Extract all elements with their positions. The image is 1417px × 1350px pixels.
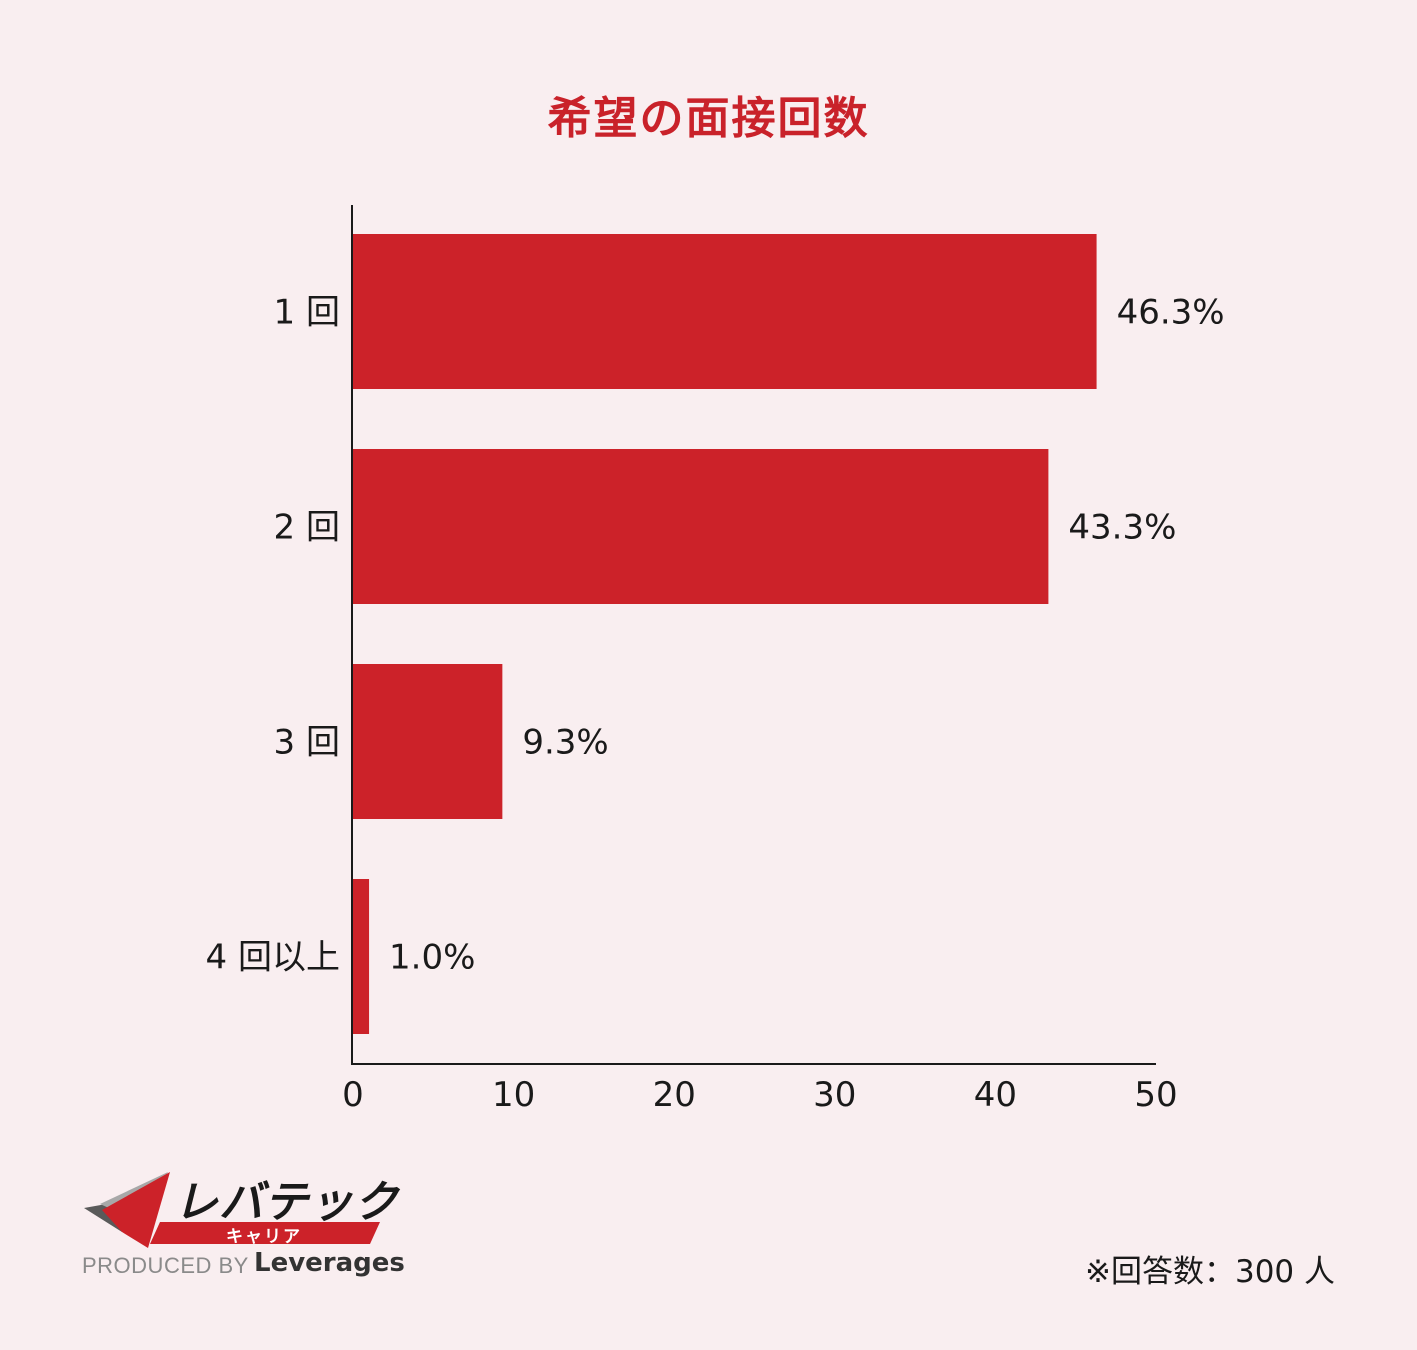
bar-1 [353, 234, 1097, 389]
category-label-1: 1 回 [274, 293, 340, 333]
category-label-3: 3 回 [274, 723, 340, 763]
ticks-layer: 0 10 20 30 40 50 [342, 1075, 1177, 1115]
x-tick-label-10: 10 [492, 1075, 535, 1115]
brand-name: Leverages [254, 1248, 405, 1278]
bar-4 [353, 879, 370, 1034]
category-label-4: 4 回以上 [206, 938, 340, 978]
x-tick-label-50: 50 [1134, 1075, 1177, 1115]
bar-3 [353, 664, 503, 819]
produced-by-label: PRODUCED BY [82, 1253, 249, 1278]
value-label-2: 43.3% [1068, 508, 1176, 548]
bars-layer [353, 234, 1097, 1034]
x-tick-label-0: 0 [342, 1075, 364, 1115]
labels-layer: 1 回 46.3% 2 回 43.3% 3 回 9.3% 4 回以上 1.0% [206, 293, 1225, 978]
x-tick-label-30: 30 [813, 1075, 856, 1115]
logo-wordmark: レバテック [174, 1177, 399, 1228]
bar-2 [353, 449, 1049, 604]
category-label-2: 2 回 [274, 508, 340, 548]
respondent-count-note: ※回答数：300 人 [1085, 1254, 1335, 1290]
logo-check-red [102, 1172, 170, 1248]
levtech-logo [84, 1172, 380, 1248]
value-label-1: 46.3% [1117, 293, 1225, 333]
logo-band [150, 1222, 380, 1244]
value-label-4: 1.0% [389, 938, 475, 978]
logo-sub-wordmark: キャリア [226, 1227, 302, 1247]
value-label-3: 9.3% [522, 723, 608, 763]
x-tick-label-40: 40 [974, 1075, 1017, 1115]
chart-title: 希望の面接回数 [547, 93, 870, 144]
x-tick-label-20: 20 [653, 1075, 696, 1115]
